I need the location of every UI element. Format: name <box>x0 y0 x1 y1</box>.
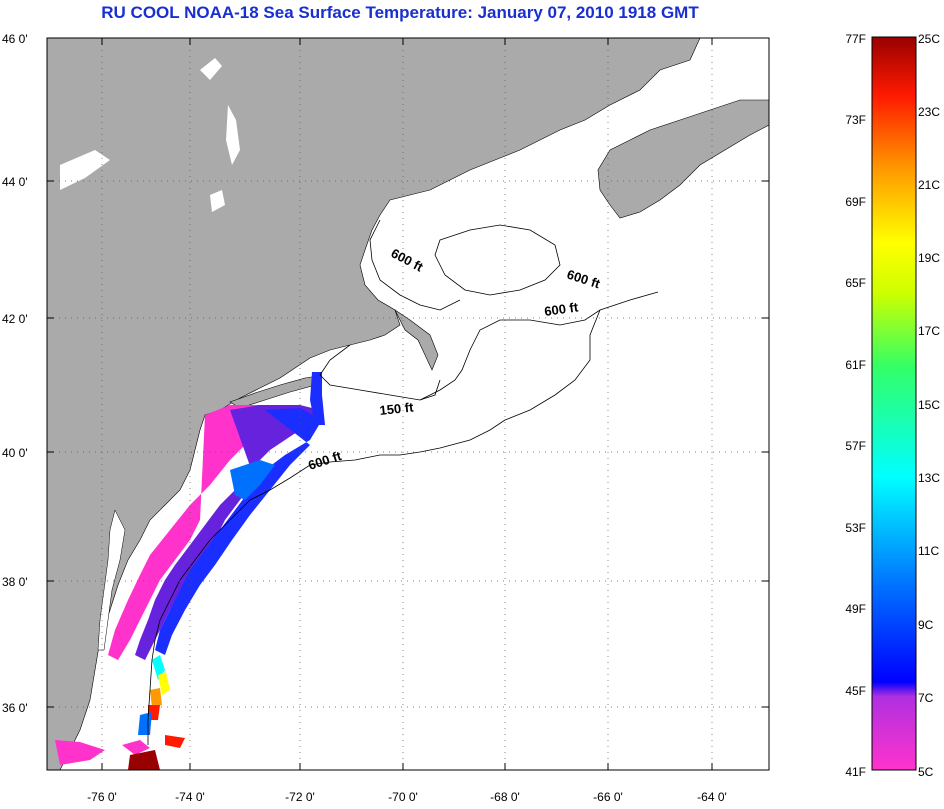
cb-f-69: 69F <box>845 195 866 209</box>
color-bar: 77F 73F 69F 65F 61F 57F 53F 49F 45F 41F … <box>845 32 940 779</box>
lon-label-74: -74 0' <box>175 790 205 804</box>
lat-label-36: 36 0' <box>2 701 28 715</box>
cb-f-65: 65F <box>845 276 866 290</box>
lon-label-70: -70 0' <box>388 790 418 804</box>
cb-c-25: 25C <box>918 32 940 46</box>
cb-c-19: 19C <box>918 251 940 265</box>
contour-label-150ft: 150 ft <box>379 399 415 418</box>
lake <box>200 58 222 80</box>
cb-f-41: 41F <box>845 765 866 779</box>
cb-c-23: 23C <box>918 105 940 119</box>
lat-label-40: 40 0' <box>2 446 28 460</box>
cb-f-73: 73F <box>845 113 866 127</box>
cb-c-15: 15C <box>918 398 940 412</box>
lon-label-66: -66 0' <box>593 790 623 804</box>
bathymetry-contours <box>147 219 659 745</box>
cb-f-49: 49F <box>845 602 866 616</box>
cb-c-17: 17C <box>918 324 940 338</box>
cb-c-13: 13C <box>918 471 940 485</box>
cb-f-57: 57F <box>845 439 866 453</box>
lake <box>210 190 225 212</box>
map-title: RU COOL NOAA-18 Sea Surface Temperature:… <box>101 3 699 22</box>
lon-label-72: -72 0' <box>285 790 315 804</box>
lat-label-42: 42 0' <box>2 312 28 326</box>
sst-swath <box>55 372 325 770</box>
lat-label-46: 46 0' <box>2 32 28 46</box>
land-cape-cod <box>394 309 439 371</box>
cb-c-9: 9C <box>918 618 934 632</box>
cb-f-61: 61F <box>845 358 866 372</box>
tick-marks <box>47 37 769 770</box>
lat-label-44: 44 0' <box>2 175 28 189</box>
cb-f-77: 77F <box>845 32 866 46</box>
map-frame <box>46 37 770 771</box>
cb-c-5: 5C <box>918 765 934 779</box>
cb-c-7: 7C <box>918 691 934 705</box>
cb-f-53: 53F <box>845 521 866 535</box>
lat-lon-grid <box>47 38 769 770</box>
lake <box>226 105 240 165</box>
land-nova-scotia <box>597 99 769 219</box>
lon-label-64: -64 0' <box>697 790 727 804</box>
contour-label-600ft-3: 600 ft <box>543 299 579 319</box>
lon-label-76: -76 0' <box>87 790 117 804</box>
lake <box>60 150 110 190</box>
lat-label-38: 38 0' <box>2 575 28 589</box>
cb-c-11: 11C <box>918 544 939 558</box>
chesapeake-bay <box>97 509 126 651</box>
lon-label-68: -68 0' <box>490 790 520 804</box>
cb-f-45: 45F <box>845 684 866 698</box>
color-bar-gradient <box>871 36 917 771</box>
cb-c-21: 21C <box>918 178 940 192</box>
